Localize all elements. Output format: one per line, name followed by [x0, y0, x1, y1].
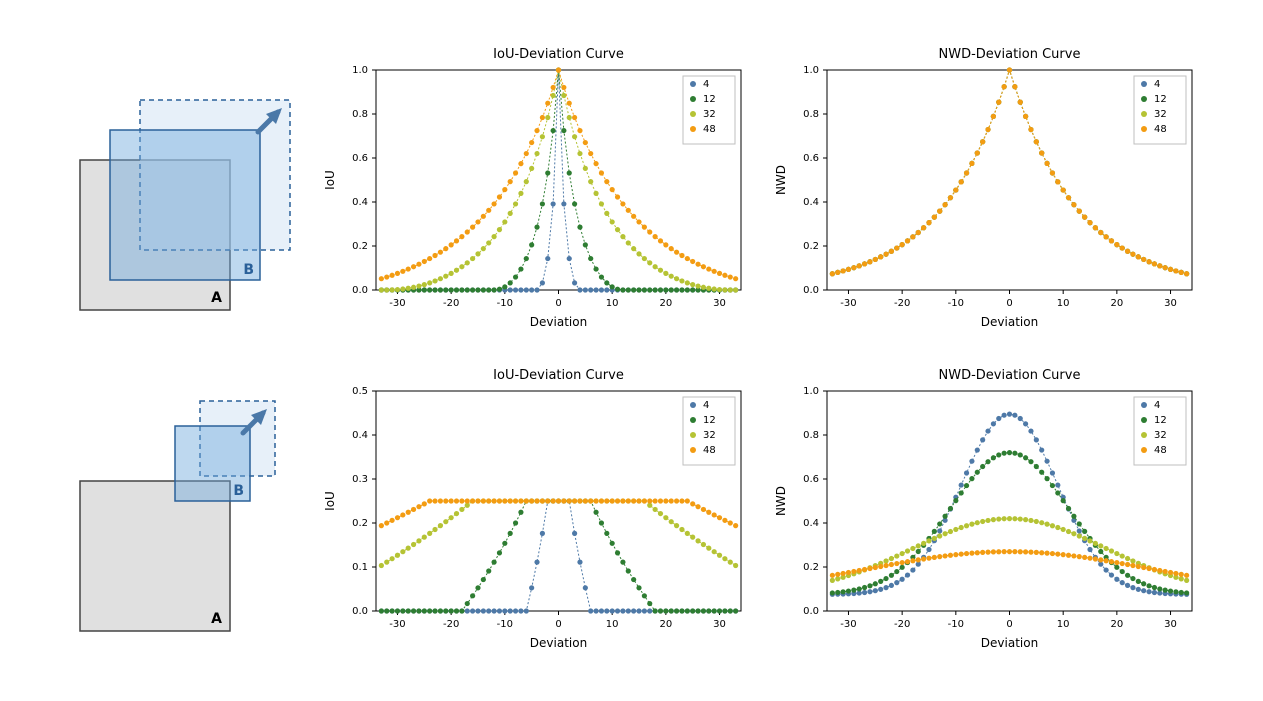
svg-text:20: 20: [1111, 619, 1124, 630]
svg-text:Deviation: Deviation: [981, 315, 1038, 329]
svg-text:Deviation: Deviation: [530, 315, 587, 329]
svg-text:0.2: 0.2: [803, 241, 819, 252]
chart-area-nwd-bottom: -30 -20 -10 0 10 20 30 0.0 0.2 0.4 0.6 0.8 1.0 Deviat…: [762, 361, 1214, 661]
svg-text:A: A: [211, 611, 222, 627]
svg-text:0.0: 0.0: [803, 606, 819, 617]
svg-text:10: 10: [1057, 298, 1070, 309]
svg-text:12: 12: [703, 94, 716, 105]
svg-text:10: 10: [606, 619, 619, 630]
svg-text:-30: -30: [389, 619, 405, 630]
svg-text:IoU: IoU: [323, 170, 337, 190]
svg-text:B: B: [243, 262, 254, 278]
svg-text:48: 48: [703, 445, 716, 456]
svg-text:0.6: 0.6: [803, 153, 819, 164]
svg-text:-10: -10: [948, 619, 964, 630]
svg-text:0.5: 0.5: [352, 386, 368, 397]
svg-text:30: 30: [1164, 298, 1177, 309]
svg-text:1.0: 1.0: [803, 65, 819, 76]
chart-area-iou-top: -30 -20 -10 0 10 20 30 0.0 0.2 0.4 0.6 0.8 1.0 Deviat…: [310, 40, 762, 340]
chart-area-nwd-top: -30 -20 -10 0 10 20 30 0.0 0.2 0.4 0.6 0.8 1.0 Deviat…: [762, 40, 1214, 340]
svg-text:0.8: 0.8: [803, 109, 819, 120]
svg-text:20: 20: [659, 298, 672, 309]
svg-text:0.8: 0.8: [352, 109, 368, 120]
svg-text:48: 48: [1154, 445, 1167, 456]
chart-area-iou-bottom: -30 -20 -10 0 10 20 30 0.0 0.1 0.2 0.3 0.4 0.5 Deviat…: [310, 361, 762, 661]
svg-text:-30: -30: [389, 298, 405, 309]
svg-text:IoU-Deviation Curve: IoU-Deviation Curve: [493, 47, 624, 62]
svg-text:32: 32: [703, 109, 716, 120]
svg-text:4: 4: [1154, 79, 1160, 90]
svg-text:Deviation: Deviation: [530, 636, 587, 650]
row-top: AB -30-20-1001020300.00.20.40.60.81.0Dev…: [50, 30, 1213, 351]
svg-text:10: 10: [1057, 619, 1070, 630]
svg-text:-10: -10: [496, 619, 512, 630]
svg-text:0.4: 0.4: [352, 197, 368, 208]
svg-text:0.6: 0.6: [803, 474, 819, 485]
svg-text:10: 10: [606, 298, 619, 309]
svg-text:0.4: 0.4: [803, 197, 819, 208]
svg-text:NWD: NWD: [774, 486, 788, 516]
svg-text:0.4: 0.4: [803, 518, 819, 529]
nwd-deviation-chart-top: -30 -20 -10 0 10 20 30 0.0 0.2 0.4 0.6 0.8 1.0 Deviat…: [767, 40, 1207, 340]
svg-text:-20: -20: [443, 619, 459, 630]
svg-text:0.4: 0.4: [352, 430, 368, 441]
svg-text:1.0: 1.0: [803, 386, 819, 397]
svg-text:Deviation: Deviation: [981, 636, 1038, 650]
svg-text:48: 48: [1154, 124, 1167, 135]
svg-text:0: 0: [555, 619, 561, 630]
boxes-diagram-bottom: AB: [50, 361, 310, 661]
svg-text:-20: -20: [894, 619, 910, 630]
svg-text:0.1: 0.1: [352, 562, 368, 573]
svg-text:0: 0: [555, 298, 561, 309]
svg-text:32: 32: [1154, 109, 1167, 120]
iou-deviation-chart-top: -30 -20 -10 0 10 20 30 0.0 0.2 0.4 0.6 0.8 1.0 Deviat…: [316, 40, 756, 340]
svg-text:0.2: 0.2: [803, 562, 819, 573]
svg-text:30: 30: [713, 619, 726, 630]
svg-text:1.0: 1.0: [352, 65, 368, 76]
svg-text:-30: -30: [841, 298, 857, 309]
svg-text:NWD-Deviation Curve: NWD-Deviation Curve: [939, 47, 1081, 62]
svg-text:-20: -20: [443, 298, 459, 309]
svg-text:20: 20: [659, 619, 672, 630]
svg-text:48: 48: [703, 124, 716, 135]
svg-text:-20: -20: [894, 298, 910, 309]
svg-text:NWD: NWD: [774, 165, 788, 195]
svg-text:B: B: [233, 483, 244, 499]
svg-text:32: 32: [703, 430, 716, 441]
svg-text:30: 30: [713, 298, 726, 309]
svg-text:0.6: 0.6: [352, 153, 368, 164]
iou-deviation-chart-bottom: -30 -20 -10 0 10 20 30 0.0 0.1 0.2 0.3 0.4 0.5 Deviat…: [316, 361, 756, 661]
svg-text:0.8: 0.8: [803, 430, 819, 441]
svg-text:32: 32: [1154, 430, 1167, 441]
nwd-deviation-chart-bottom: -30 -20 -10 0 10 20 30 0.0 0.2 0.4 0.6 0.8 1.0 Deviat…: [767, 361, 1207, 661]
svg-text:0.0: 0.0: [352, 606, 368, 617]
svg-text:20: 20: [1111, 298, 1124, 309]
svg-text:0: 0: [1007, 298, 1013, 309]
svg-text:4: 4: [703, 79, 709, 90]
svg-text:IoU: IoU: [323, 491, 337, 511]
svg-text:-10: -10: [496, 298, 512, 309]
svg-text:0: 0: [1007, 619, 1013, 630]
boxes-diagram-top: AB: [50, 40, 310, 340]
svg-text:IoU-Deviation Curve: IoU-Deviation Curve: [493, 368, 624, 383]
svg-text:12: 12: [703, 415, 716, 426]
diagram-bottom: AB: [50, 361, 310, 661]
svg-text:0.3: 0.3: [352, 474, 368, 485]
svg-text:0.2: 0.2: [352, 518, 368, 529]
svg-text:12: 12: [1154, 94, 1167, 105]
svg-text:NWD-Deviation Curve: NWD-Deviation Curve: [939, 368, 1081, 383]
svg-text:4: 4: [1154, 400, 1160, 411]
diagram-top: AB: [50, 40, 310, 340]
svg-text:-30: -30: [841, 619, 857, 630]
svg-text:0.0: 0.0: [352, 285, 368, 296]
svg-text:A: A: [211, 290, 222, 306]
svg-text:30: 30: [1164, 619, 1177, 630]
svg-text:-10: -10: [948, 298, 964, 309]
row-bottom: AB -30-20-1001020300.00.10.20.30.40.5Dev…: [50, 351, 1213, 672]
svg-text:4: 4: [703, 400, 709, 411]
svg-text:0.0: 0.0: [803, 285, 819, 296]
svg-text:0.2: 0.2: [352, 241, 368, 252]
svg-text:12: 12: [1154, 415, 1167, 426]
